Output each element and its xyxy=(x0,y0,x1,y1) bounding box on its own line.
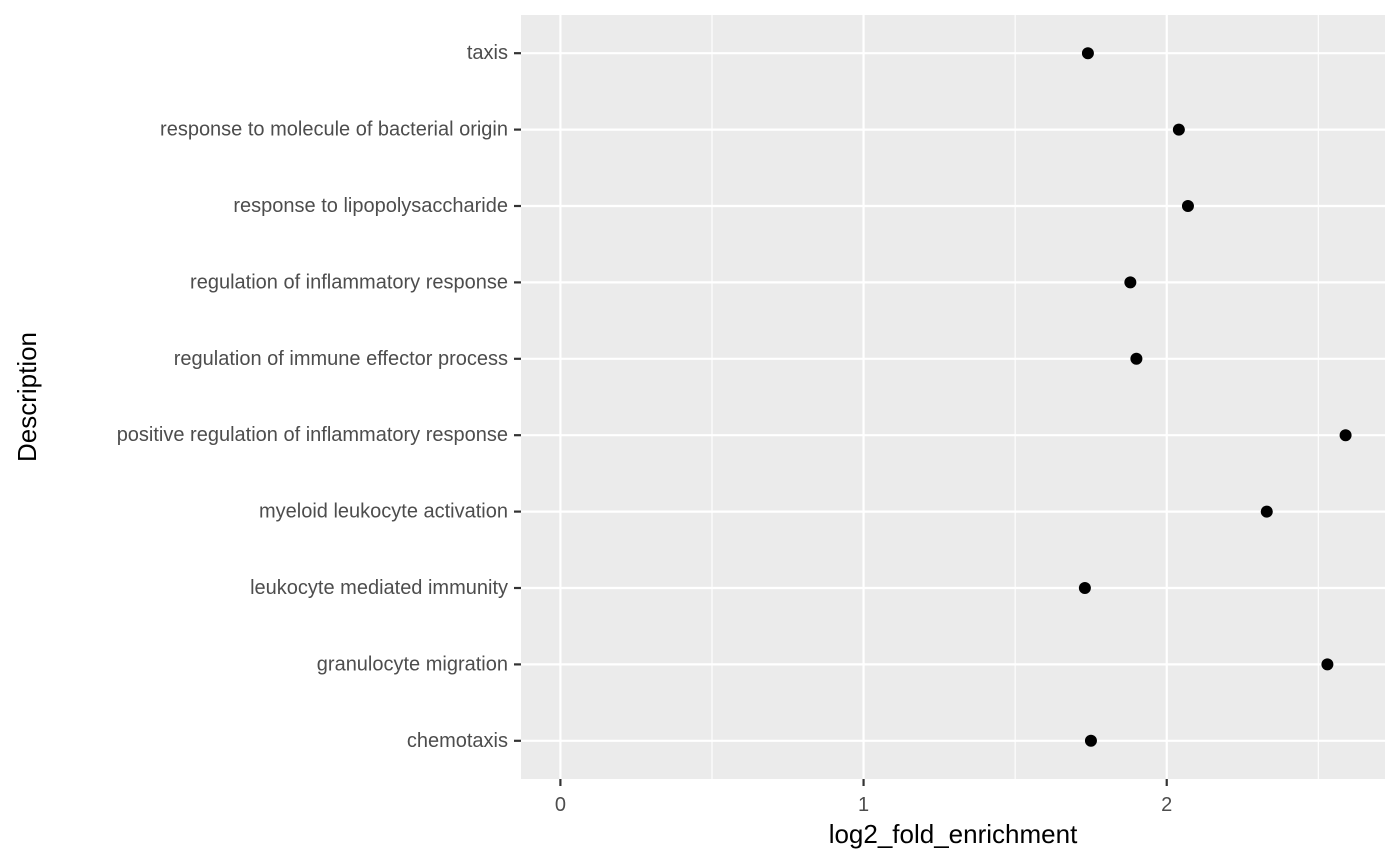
x-tick-label-1: 1 xyxy=(858,794,869,816)
data-point-8 xyxy=(1172,123,1185,136)
data-point-5 xyxy=(1130,352,1143,365)
y-axis-title: Description xyxy=(12,332,42,462)
minor-gridlines xyxy=(711,15,1319,779)
data-point-7 xyxy=(1181,200,1194,212)
y-tick-label-6: regulation of inflammatory response xyxy=(190,271,508,293)
major-gridlines xyxy=(521,15,1385,779)
data-points xyxy=(1078,47,1352,747)
x-axis: 0 1 2 xyxy=(555,779,1172,816)
data-point-3 xyxy=(1260,505,1273,518)
plot-panel xyxy=(521,15,1385,779)
data-point-2 xyxy=(1078,582,1091,594)
data-point-6 xyxy=(1124,276,1137,289)
data-point-4 xyxy=(1339,429,1352,442)
y-tick-label-8: response to molecule of bacterial origin xyxy=(160,119,508,141)
y-tick-label-2: leukocyte mediated immunity xyxy=(250,577,508,599)
y-tick-label-4: positive regulation of inflammatory resp… xyxy=(117,424,508,446)
data-point-1 xyxy=(1321,658,1334,671)
y-axis: chemotaxis granulocyte migration leukocyte… xyxy=(117,42,521,752)
data-point-0 xyxy=(1084,734,1097,747)
x-tick-label-0: 0 xyxy=(555,794,566,816)
y-tick-label-1: granulocyte migration xyxy=(317,653,508,675)
y-tick-label-7: response to lipopolysaccharide xyxy=(233,195,508,217)
data-point-9 xyxy=(1081,47,1094,60)
y-tick-label-5: regulation of immune effector process xyxy=(174,348,508,370)
y-tick-label-0: chemotaxis xyxy=(407,730,508,752)
y-tick-label-9: taxis xyxy=(467,42,508,64)
y-tick-label-3: myeloid leukocyte activation xyxy=(259,501,508,523)
x-axis-title: log2_fold_enrichment xyxy=(829,819,1078,849)
x-tick-label-2: 2 xyxy=(1161,794,1172,816)
